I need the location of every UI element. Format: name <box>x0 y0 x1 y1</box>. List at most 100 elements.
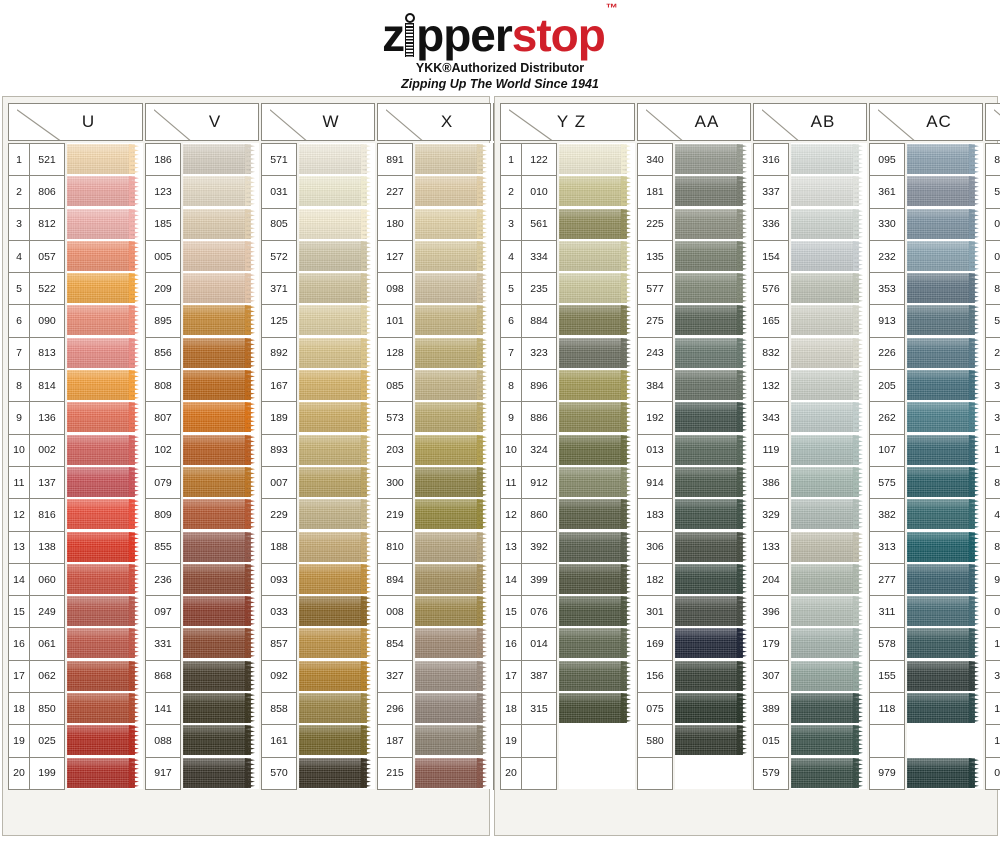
table-row[interactable]: 205 <box>869 369 983 403</box>
color-swatch-cell[interactable] <box>791 595 867 628</box>
color-swatch-cell[interactable] <box>675 530 751 563</box>
color-swatch-cell[interactable] <box>675 627 751 660</box>
table-row[interactable]: 132 <box>753 369 867 403</box>
table-row[interactable]: 18 850 <box>8 692 143 726</box>
color-swatch-cell[interactable] <box>183 304 259 337</box>
table-row[interactable]: 2 010 <box>500 175 635 209</box>
color-swatch-cell[interactable] <box>183 692 259 725</box>
color-swatch-cell[interactable] <box>675 336 751 370</box>
color-swatch-cell[interactable] <box>67 562 143 596</box>
color-swatch-cell[interactable] <box>559 595 635 628</box>
table-row[interactable]: 154 <box>753 239 867 274</box>
table-row[interactable]: 257 <box>985 336 1000 371</box>
table-row[interactable]: 570 <box>261 756 375 790</box>
color-swatch-cell[interactable] <box>675 465 751 499</box>
table-row[interactable]: 979 <box>869 756 983 790</box>
table-row[interactable]: 095 <box>869 143 983 177</box>
table-row[interactable]: 141 <box>145 692 259 726</box>
color-swatch-cell[interactable] <box>299 724 375 757</box>
color-swatch-cell[interactable] <box>675 207 751 240</box>
color-swatch-cell[interactable] <box>791 401 867 434</box>
table-row[interactable]: 209 <box>145 272 259 306</box>
color-swatch-cell[interactable] <box>415 175 491 208</box>
table-row[interactable]: 165 <box>753 304 867 338</box>
color-swatch-cell[interactable] <box>183 756 259 789</box>
color-swatch-cell[interactable] <box>299 562 375 596</box>
table-row[interactable]: 088 <box>145 724 259 758</box>
table-row[interactable]: 181 <box>637 175 751 209</box>
table-row[interactable]: 353 <box>869 272 983 306</box>
table-row[interactable]: 227 <box>377 175 491 209</box>
color-swatch-cell[interactable] <box>415 659 491 693</box>
table-row[interactable]: 243 <box>637 336 751 371</box>
table-row[interactable]: 168 <box>985 692 1000 726</box>
color-swatch-cell[interactable] <box>907 401 983 434</box>
table-row[interactable]: 9 136 <box>8 401 143 435</box>
table-row[interactable]: 855 <box>145 530 259 564</box>
table-row[interactable]: 11 912 <box>500 465 635 500</box>
table-row[interactable]: 215 <box>377 756 491 790</box>
color-swatch-cell[interactable] <box>415 433 491 466</box>
table-row[interactable]: 6 884 <box>500 304 635 338</box>
table-row[interactable]: 085 <box>377 369 491 403</box>
color-swatch-cell[interactable] <box>67 272 143 305</box>
table-row[interactable]: 331 <box>145 627 259 661</box>
color-swatch-cell[interactable] <box>67 465 143 499</box>
table-row[interactable]: 579 <box>753 756 867 790</box>
table-row[interactable]: 838 <box>985 530 1000 564</box>
color-swatch-cell[interactable] <box>183 659 259 693</box>
table-row[interactable]: 133 <box>753 530 867 564</box>
table-row[interactable]: 361 <box>869 175 983 209</box>
color-swatch-cell[interactable] <box>675 498 751 531</box>
color-swatch-cell[interactable] <box>559 207 635 240</box>
table-row[interactable]: 17 062 <box>8 659 143 694</box>
color-swatch-cell[interactable] <box>907 498 983 531</box>
table-row[interactable] <box>637 756 751 790</box>
color-swatch-cell[interactable] <box>183 627 259 660</box>
table-row[interactable]: 015 <box>753 724 867 758</box>
table-row[interactable]: 395 <box>985 659 1000 694</box>
color-swatch-cell[interactable] <box>791 336 867 370</box>
table-row[interactable]: 580 <box>637 724 751 758</box>
color-swatch-cell[interactable] <box>415 465 491 499</box>
table-row[interactable]: 10 324 <box>500 433 635 467</box>
color-swatch-cell[interactable] <box>559 465 635 499</box>
color-swatch-cell[interactable] <box>299 659 375 693</box>
color-swatch-cell[interactable] <box>791 239 867 273</box>
table-row[interactable]: 18 315 <box>500 692 635 726</box>
table-row[interactable]: 226 <box>869 336 983 371</box>
table-row[interactable]: 203 <box>377 433 491 467</box>
color-swatch-cell[interactable] <box>559 304 635 337</box>
color-swatch-cell[interactable] <box>299 304 375 337</box>
color-swatch-cell[interactable] <box>415 304 491 337</box>
table-row[interactable]: 185 <box>145 207 259 241</box>
table-row[interactable]: 005 <box>145 239 259 274</box>
color-swatch-cell[interactable] <box>299 595 375 628</box>
color-swatch-cell[interactable] <box>675 239 751 273</box>
color-swatch-cell[interactable] <box>559 336 635 370</box>
table-row[interactable]: 296 <box>377 692 491 726</box>
table-row[interactable]: 128 <box>377 336 491 371</box>
color-swatch-cell[interactable] <box>183 401 259 434</box>
color-swatch-cell[interactable] <box>415 498 491 531</box>
table-row[interactable]: 805 <box>261 207 375 241</box>
table-row[interactable]: 311 <box>869 595 983 629</box>
color-swatch-cell[interactable] <box>67 336 143 370</box>
color-swatch-cell[interactable] <box>791 143 867 176</box>
table-row[interactable]: 188 <box>261 530 375 564</box>
table-row[interactable]: 118 <box>869 692 983 726</box>
table-row[interactable]: 9 886 <box>500 401 635 435</box>
table-row[interactable]: 012 <box>985 239 1000 274</box>
color-swatch-cell[interactable] <box>299 627 375 660</box>
color-swatch-cell[interactable] <box>67 498 143 531</box>
table-row[interactable]: 7 323 <box>500 336 635 371</box>
color-swatch-cell[interactable] <box>183 239 259 273</box>
color-swatch-cell[interactable] <box>907 272 983 305</box>
color-swatch-cell[interactable] <box>67 530 143 563</box>
table-row[interactable]: 7 813 <box>8 336 143 371</box>
table-row[interactable]: 097 <box>145 595 259 629</box>
table-row[interactable]: 574 <box>985 175 1000 209</box>
color-swatch-cell[interactable] <box>299 369 375 402</box>
color-swatch-cell[interactable] <box>559 239 635 273</box>
table-row[interactable]: 13 392 <box>500 530 635 564</box>
